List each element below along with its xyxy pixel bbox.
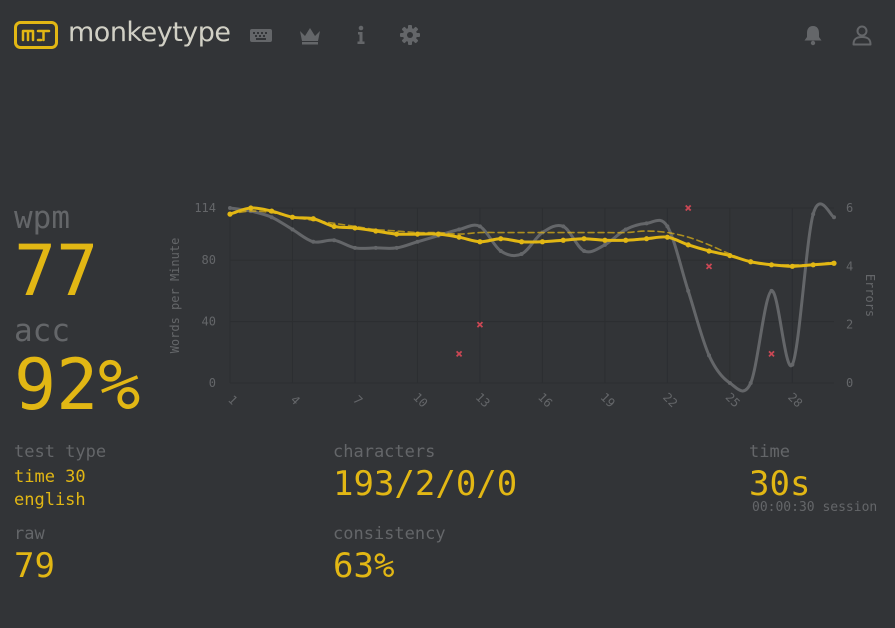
raw-point: [477, 224, 482, 229]
bell-icon[interactable]: [801, 24, 825, 46]
info-icon[interactable]: [349, 24, 373, 46]
wpm-point: [498, 236, 504, 242]
y-tick-label: 80: [202, 253, 216, 267]
raw-point: [561, 224, 566, 229]
raw-point: [269, 215, 274, 220]
wpm-line: [228, 206, 836, 268]
crown-icon[interactable]: [298, 24, 322, 46]
wpm-point: [477, 239, 483, 245]
raw-label: raw: [14, 524, 45, 544]
y-tick-label: 40: [202, 315, 216, 329]
y2-axis-label: Errors: [863, 274, 877, 317]
raw-point: [228, 206, 232, 210]
raw-point: [519, 252, 524, 257]
time-value: 30s: [749, 464, 811, 504]
raw-point: [790, 362, 795, 367]
x-tick-label: 13: [473, 390, 493, 410]
test-type-language: english: [14, 490, 86, 510]
y2-tick-label: 6: [846, 201, 853, 215]
raw-point: [623, 227, 628, 232]
consistency-value: 63%: [333, 546, 395, 586]
x-tick-label: 28: [785, 390, 805, 410]
wpm-point: [768, 262, 775, 268]
wpm-point: [685, 242, 691, 248]
raw-point: [394, 245, 399, 250]
x-tick-label: 25: [723, 390, 743, 410]
x-tick-label: 16: [535, 390, 555, 410]
error-marker: [705, 263, 713, 270]
gear-icon[interactable]: [398, 24, 422, 46]
wpm-point: [248, 205, 254, 211]
x-tick-label: 22: [660, 390, 680, 410]
consistency-label: consistency: [333, 524, 446, 544]
raw-point: [290, 227, 295, 232]
time-label: time: [749, 442, 790, 462]
y2-tick-label: 0: [846, 376, 853, 390]
raw-value: 79: [14, 546, 55, 586]
wpm-point: [456, 234, 462, 240]
wpm-value: 77: [14, 230, 99, 312]
raw-point: [748, 381, 753, 385]
wpm-point: [560, 237, 566, 243]
test-type-mode: time 30: [14, 467, 86, 487]
wpm-point: [518, 239, 525, 245]
error-marker: [476, 321, 484, 328]
error-marker: [455, 350, 463, 357]
raw-point: [311, 239, 316, 244]
raw-point: [769, 288, 774, 293]
user-icon[interactable]: [850, 24, 874, 46]
raw-point: [727, 381, 732, 385]
raw-point: [332, 238, 337, 243]
wpm-label: wpm: [14, 200, 70, 236]
raw-point: [686, 288, 691, 293]
accuracy-value: 92%: [14, 344, 141, 426]
raw-point: [373, 245, 378, 250]
session-time: 00:00:30 session: [752, 500, 878, 515]
y-tick-label: 114: [194, 201, 216, 215]
characters-label: characters: [333, 442, 436, 462]
error-marker: [685, 204, 692, 212]
raw-point: [582, 248, 587, 253]
raw-point: [457, 227, 462, 232]
test-type-label: test type: [14, 442, 107, 462]
x-tick-label: 10: [410, 390, 430, 410]
raw-point: [665, 224, 670, 229]
y2-tick-label: 2: [846, 318, 853, 332]
raw-point: [644, 221, 649, 226]
wpm-point: [581, 236, 587, 242]
wpm-point: [748, 259, 754, 265]
burst-average-line: [229, 210, 835, 266]
raw-point: [415, 239, 420, 244]
wpm-point: [331, 223, 337, 230]
y-axis-label: Words per Minute: [168, 238, 182, 354]
error-marker: [768, 350, 775, 357]
x-tick-label: 19: [598, 390, 618, 410]
wpm-point: [539, 239, 546, 245]
characters-value: 193/2/0/0: [333, 464, 518, 504]
wpm-point: [643, 236, 650, 242]
wpm-chart: 0 40 80 114 0 2 4 6 1 4 7 10 13 16 19 22 25 28 Words per M…: [168, 201, 877, 410]
raw-point: [832, 215, 836, 220]
raw-point: [498, 248, 503, 253]
wpm-point: [623, 237, 629, 243]
wpm-point: [664, 234, 670, 240]
monkeytype-logo-icon[interactable]: [14, 21, 58, 49]
raw-point: [602, 242, 607, 247]
brand-title[interactable]: monkeytype: [68, 17, 231, 48]
raw-point: [811, 212, 816, 217]
x-tick-label: 1: [225, 393, 240, 408]
accuracy-label: acc: [14, 313, 70, 349]
x-tick-label: 4: [288, 393, 303, 408]
top-bar: monkeytype: [0, 0, 895, 70]
wpm-point: [394, 231, 400, 237]
wpm-point: [706, 248, 712, 254]
y-tick-label: 0: [209, 376, 216, 390]
raw-point: [707, 353, 712, 358]
raw-point: [352, 245, 357, 250]
y2-tick-label: 4: [846, 259, 853, 273]
x-tick-label: 7: [350, 393, 365, 408]
wpm-point: [602, 237, 608, 243]
keyboard-icon[interactable]: [249, 24, 273, 46]
